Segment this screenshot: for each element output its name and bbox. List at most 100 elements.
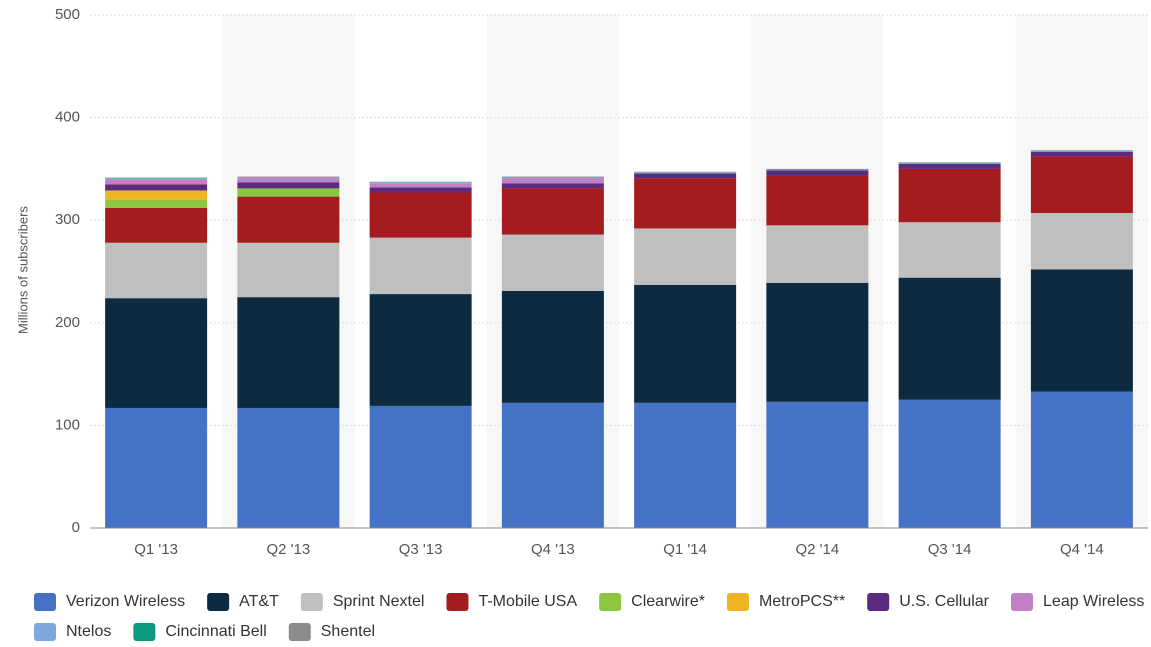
bar-segment <box>105 177 208 179</box>
y-tick-label: 400 <box>55 109 80 126</box>
y-tick-label: 200 <box>55 314 80 331</box>
bar-segment <box>1030 151 1133 157</box>
bar-segment <box>369 183 472 188</box>
bar-segment <box>237 242 340 298</box>
bar-segment <box>501 177 604 178</box>
legend-swatch <box>867 593 890 611</box>
legend-swatch <box>34 623 56 641</box>
bar-segment <box>766 168 869 170</box>
bar-segment <box>501 176 604 178</box>
legend-label: Clearwire* <box>631 593 705 610</box>
x-tick-label: Q3 '14 <box>928 541 972 558</box>
legend-swatch <box>288 623 311 641</box>
bar-segment <box>237 407 340 528</box>
bar-segment <box>105 190 208 200</box>
x-tick-label: Q4 '14 <box>1060 541 1104 558</box>
bar-segment <box>634 172 737 173</box>
bar-segment <box>237 196 340 243</box>
bar-segment <box>766 282 869 402</box>
bar-segment <box>1030 151 1133 152</box>
bar-segment <box>237 177 340 179</box>
legend-swatch <box>133 623 156 641</box>
bar-segment <box>634 171 737 173</box>
bar-segment <box>237 177 340 178</box>
legend-label: AT&T <box>239 593 279 610</box>
bar-segment <box>634 172 737 174</box>
bar-segment <box>105 179 208 185</box>
bar-segment <box>105 178 208 179</box>
bar-segment <box>369 182 472 183</box>
bar-segment <box>237 178 340 183</box>
bar-segment <box>634 173 737 179</box>
y-tick-label: 0 <box>72 519 80 536</box>
bar-segment <box>501 402 604 528</box>
bar-segment <box>1030 150 1133 152</box>
x-tick-label: Q3 '13 <box>399 541 443 558</box>
legend-label: MetroPCS** <box>759 593 845 610</box>
bar-segment <box>369 237 472 295</box>
bar-segment <box>105 178 208 180</box>
bar-segment <box>634 178 737 229</box>
legend-label: Ntelos <box>66 623 111 640</box>
bar-segment <box>369 181 472 183</box>
bar-segment <box>369 405 472 528</box>
bar-segment <box>898 168 1001 223</box>
legend-swatch <box>599 593 622 611</box>
bar-segment <box>898 399 1001 528</box>
bar-segment <box>105 207 208 243</box>
bar-segment <box>501 234 604 291</box>
bar-segment <box>369 192 472 238</box>
legend-swatch <box>1011 593 1034 611</box>
bar-segment <box>237 182 340 189</box>
bar-segment <box>1030 391 1133 528</box>
bar-segment <box>1030 156 1133 214</box>
y-tick-label: 100 <box>55 416 80 433</box>
legend-label: T-Mobile USA <box>478 593 577 610</box>
bar-segment <box>105 407 208 528</box>
bar-segment <box>1030 269 1133 392</box>
bar-segment <box>501 188 604 235</box>
legend-label: Sprint Nextel <box>333 593 425 610</box>
legend-label: Leap Wireless <box>1043 593 1144 610</box>
legend-label: U.S. Cellular <box>899 593 989 610</box>
bar-segment <box>898 222 1001 278</box>
bar-segment <box>1030 150 1133 151</box>
y-tick-label: 500 <box>55 6 80 23</box>
bar-segment <box>898 163 1001 164</box>
y-tick-label: 300 <box>55 211 80 228</box>
bar-segment <box>501 290 604 403</box>
x-tick-label: Q4 '13 <box>531 541 575 558</box>
bar-segment <box>766 175 869 226</box>
bar-segment <box>369 294 472 406</box>
legend-label: Verizon Wireless <box>66 593 185 610</box>
bar-segment <box>105 242 208 299</box>
bar-segment <box>237 188 340 197</box>
legend-label: Cincinnati Bell <box>165 623 266 640</box>
bar-segment <box>766 225 869 283</box>
bar-segment <box>766 169 869 171</box>
legend-swatch <box>300 593 323 611</box>
bar-segment <box>898 162 1001 163</box>
bar-segment <box>766 170 869 176</box>
x-tick-label: Q2 '14 <box>796 541 840 558</box>
bar-segment <box>634 284 737 403</box>
bar-segment <box>501 177 604 179</box>
legend-swatch <box>207 593 230 611</box>
bar-segment <box>898 163 1001 169</box>
bar-segment <box>501 178 604 184</box>
x-tick-label: Q1 '14 <box>663 541 707 558</box>
bar-segment <box>105 298 208 408</box>
bar-segment <box>634 228 737 285</box>
bar-segment <box>898 277 1001 400</box>
bar-segment <box>237 297 340 408</box>
bar-segment <box>766 169 869 170</box>
bar-segment <box>369 182 472 184</box>
bar-segment <box>369 187 472 193</box>
bar-segment <box>898 162 1001 164</box>
legend-swatch <box>34 593 56 611</box>
bar-segment <box>501 183 604 189</box>
y-axis-label: Millions of subscribers <box>15 206 30 334</box>
x-tick-label: Q2 '13 <box>267 541 311 558</box>
bar-segment <box>1030 213 1133 270</box>
